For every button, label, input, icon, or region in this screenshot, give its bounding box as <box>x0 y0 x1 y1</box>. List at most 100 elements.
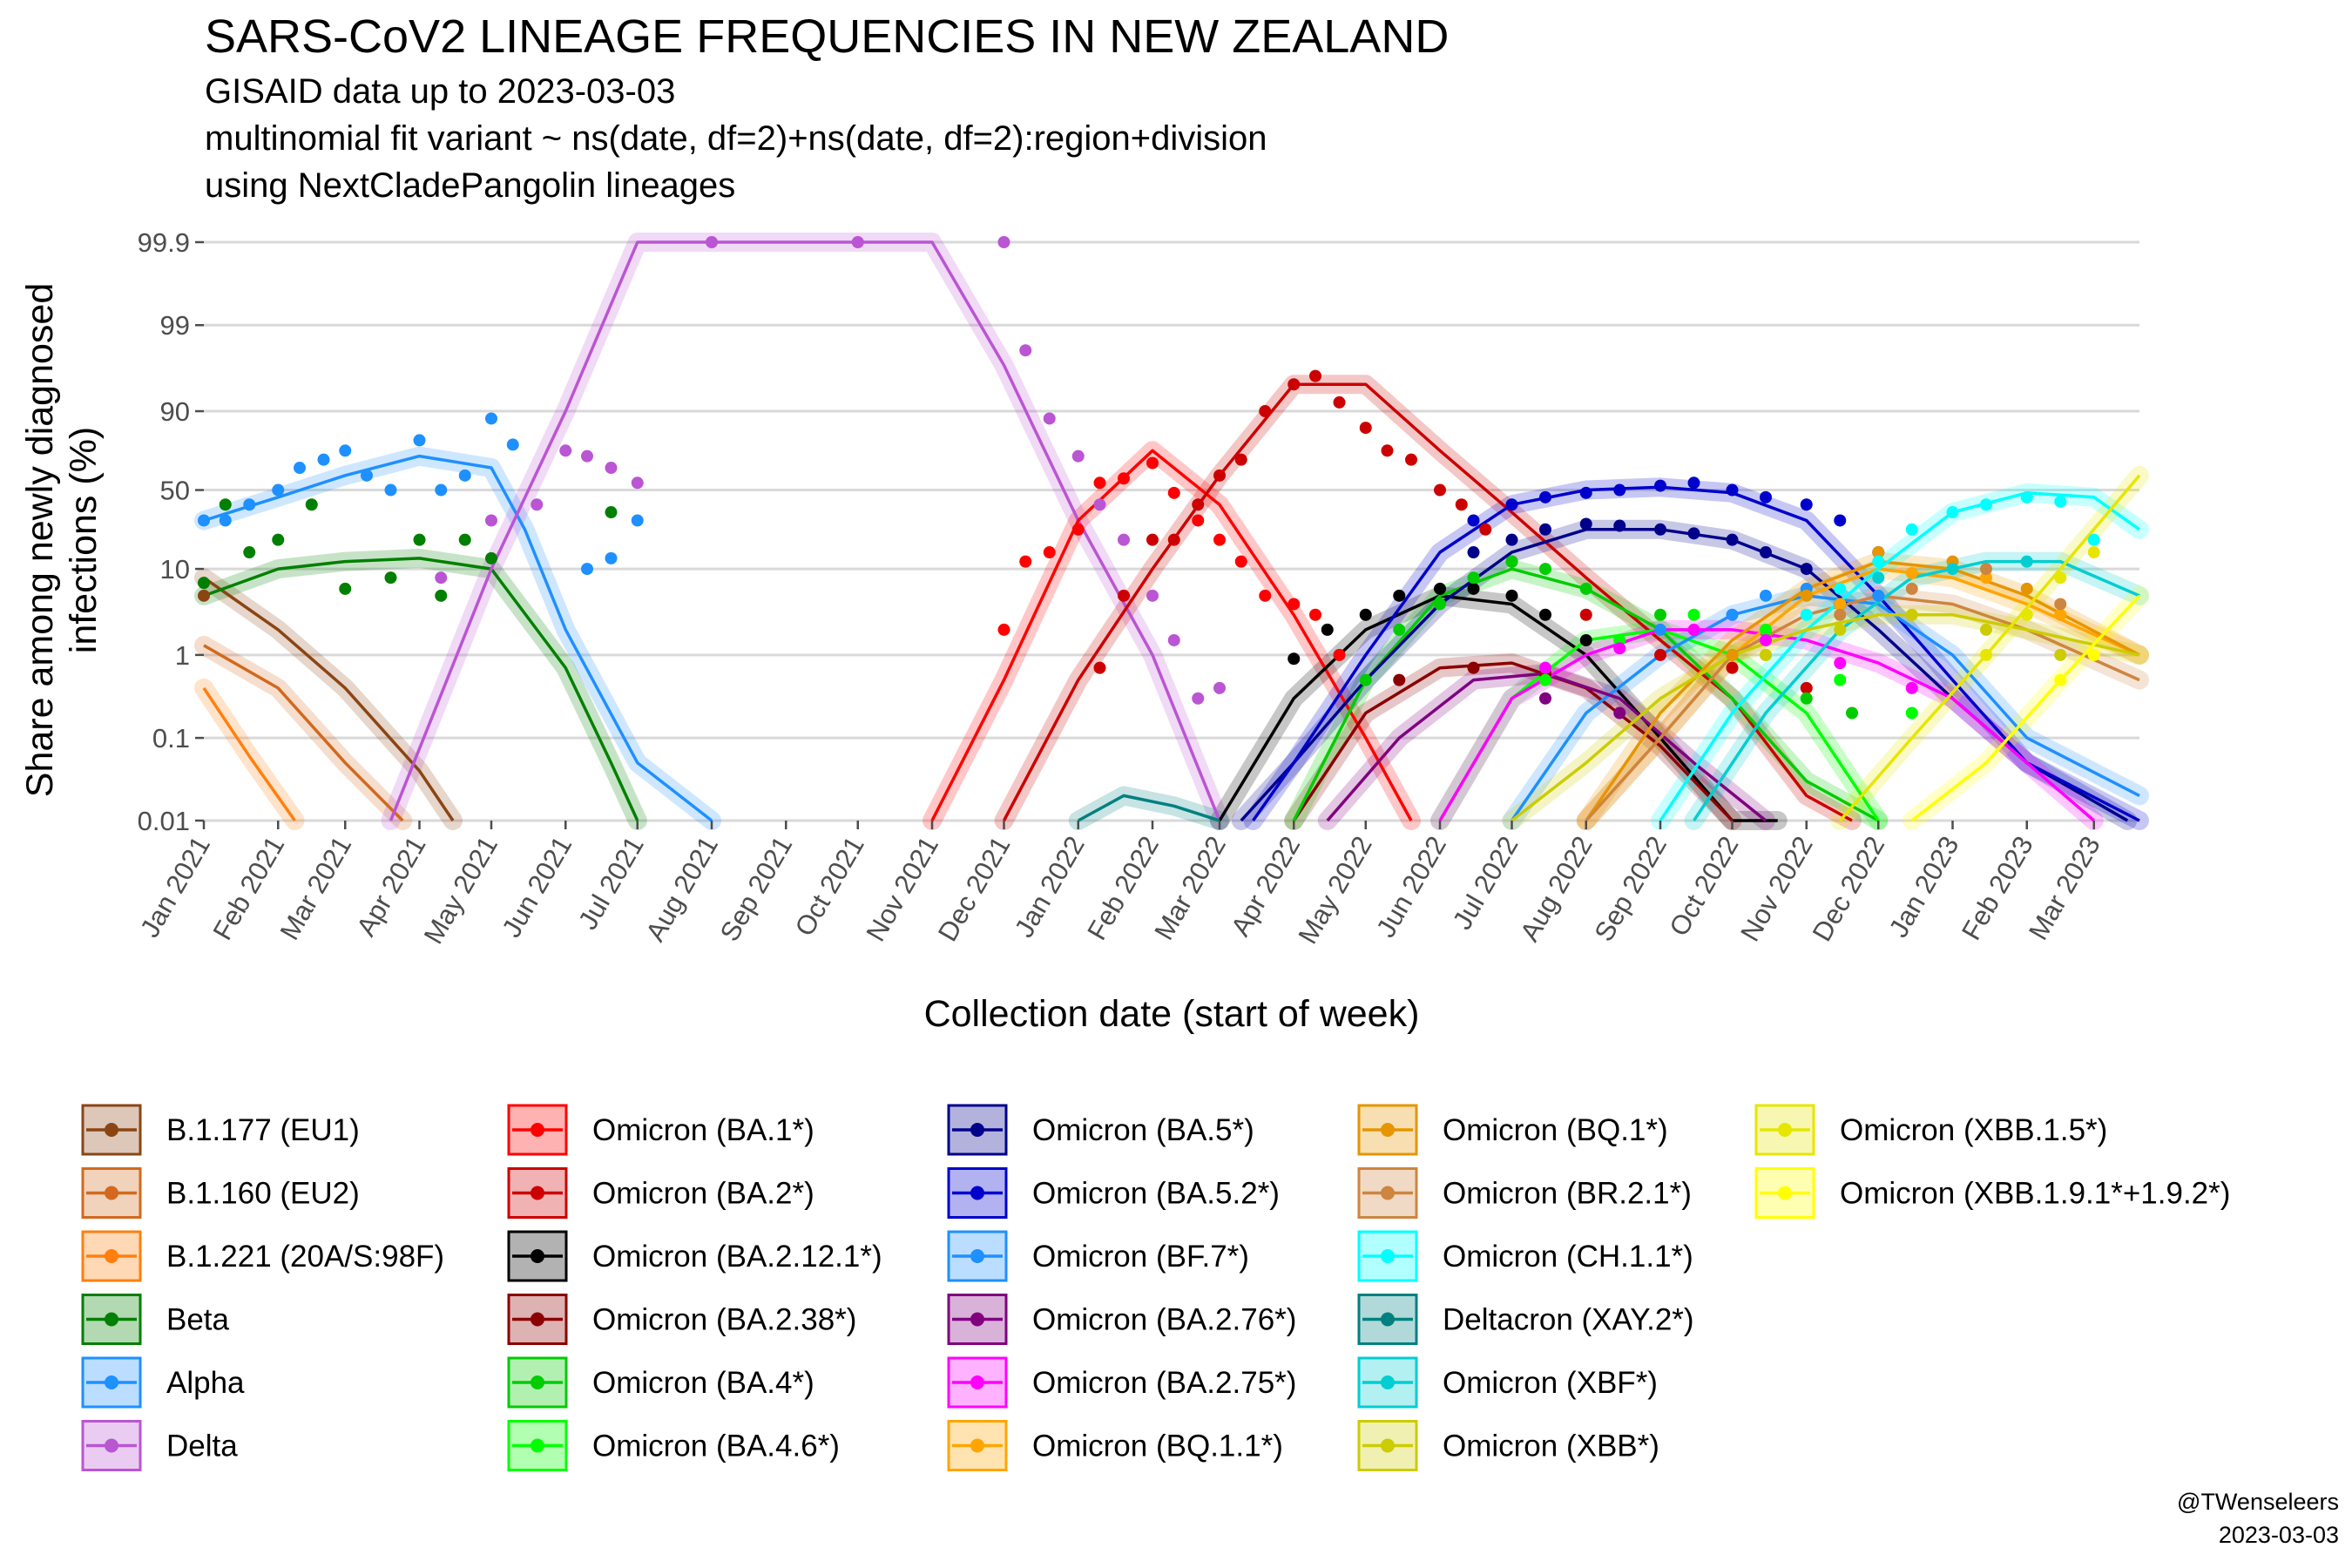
data-point <box>1288 598 1301 611</box>
legend-label: Omicron (BA.1*) <box>592 1113 814 1147</box>
x-tick-label: Jan 2023 <box>1882 831 1964 943</box>
data-point <box>1539 563 1551 576</box>
x-tick-label: May 2022 <box>1292 831 1377 949</box>
data-point <box>1613 706 1626 720</box>
x-tick-label: Jun 2021 <box>496 831 578 943</box>
data-point <box>1118 589 1130 602</box>
data-point <box>1359 673 1372 686</box>
legend-key-point <box>970 1312 984 1327</box>
data-point <box>2054 648 2067 661</box>
data-point <box>1760 633 1772 646</box>
data-point <box>1613 483 1626 497</box>
data-point <box>305 498 318 511</box>
series-line <box>1659 491 2141 821</box>
data-point <box>1019 344 1032 357</box>
data-point <box>1760 490 1772 504</box>
legend-key-point <box>1381 1186 1395 1200</box>
data-point <box>1980 563 1992 576</box>
legend-item: Omicron (BA.2*) <box>507 1167 814 1219</box>
data-point <box>1980 498 1992 511</box>
data-point <box>1800 563 1813 576</box>
x-tick-label: May 2021 <box>418 831 504 949</box>
data-point <box>198 514 210 527</box>
chart-subtitle-line-3: using NextCladePangolin lineages <box>205 166 735 205</box>
data-point <box>485 412 497 425</box>
y-tick-label: 99.9 <box>138 227 190 258</box>
data-point <box>435 571 448 585</box>
legend-label: B.1.221 (20A/S:98F) <box>166 1240 444 1274</box>
data-point <box>458 469 471 482</box>
legend-item: Omicron (BF.7*) <box>947 1230 1249 1282</box>
x-tick-label: Oct 2022 <box>1663 831 1744 941</box>
data-point <box>1726 661 1739 674</box>
data-point <box>339 444 352 457</box>
legend-label: Omicron (BA.5*) <box>1032 1113 1254 1147</box>
data-point <box>243 546 256 559</box>
legend-item: Omicron (BR.2.1*) <box>1357 1167 1692 1219</box>
data-point <box>1946 563 1959 576</box>
data-point <box>1760 648 1772 661</box>
legend-key-point <box>1778 1186 1792 1200</box>
legend-item: B.1.160 (EU2) <box>81 1167 360 1219</box>
legend-label: Omicron (XBF*) <box>1443 1366 1658 1400</box>
series-line <box>1292 661 1734 822</box>
data-point <box>1800 608 1813 621</box>
data-point <box>1393 589 1406 602</box>
legend-key-point <box>970 1249 984 1263</box>
legend-item: Beta <box>81 1294 230 1345</box>
data-point <box>1213 533 1226 546</box>
legend-label: Omicron (BA.4*) <box>592 1366 814 1400</box>
data-point <box>1905 706 1918 720</box>
data-point <box>1192 692 1205 705</box>
x-tick-label: Oct 2021 <box>789 831 870 941</box>
data-point <box>1834 582 1847 595</box>
legend-label: Omicron (XBB.1.5*) <box>1840 1113 2107 1147</box>
data-point <box>1019 555 1032 568</box>
data-point <box>1309 608 1321 621</box>
data-point <box>1467 582 1480 595</box>
series-line <box>1585 559 2140 821</box>
legend-item: Omicron (BA.2.12.1*) <box>507 1230 882 1282</box>
data-point <box>1872 589 1885 602</box>
data-point <box>1381 444 1394 457</box>
legend-label: Omicron (BQ.1.1*) <box>1032 1429 1283 1463</box>
data-point <box>1213 681 1226 694</box>
legend-key-point <box>531 1123 544 1137</box>
x-tick-label: Jul 2022 <box>1447 831 1524 935</box>
series-line <box>203 454 713 822</box>
x-tick-label: Sep 2022 <box>1588 831 1673 946</box>
legend-key-point <box>1381 1249 1395 1263</box>
data-point <box>1505 589 1518 602</box>
data-point <box>605 462 618 475</box>
legend-item: Omicron (CH.1.1*) <box>1357 1230 1693 1282</box>
data-point <box>1654 523 1666 536</box>
data-point <box>219 514 232 527</box>
y-tick-label: 0.1 <box>152 723 190 754</box>
data-point <box>2020 582 2033 595</box>
data-point <box>2020 608 2033 621</box>
data-point <box>1393 623 1406 636</box>
legend-item: Omicron (XBB*) <box>1357 1420 1659 1471</box>
legend-label: Deltacron (XAY.2*) <box>1443 1303 1694 1337</box>
x-tick-label: Aug 2022 <box>1514 831 1598 946</box>
data-point <box>706 236 718 248</box>
series-line <box>203 644 404 822</box>
data-point <box>1687 608 1700 621</box>
confidence-bands <box>194 233 2149 830</box>
data-point <box>2020 555 2033 568</box>
data-point <box>1192 514 1205 527</box>
data-point <box>1980 623 1992 636</box>
data-point <box>997 623 1010 636</box>
legend-item: Omicron (BA.2.76*) <box>947 1294 1296 1345</box>
data-point <box>997 236 1010 248</box>
data-point <box>361 469 373 482</box>
legend-item: B.1.177 (EU1) <box>81 1104 360 1156</box>
data-point <box>1905 681 1918 694</box>
data-point <box>531 498 544 511</box>
x-tick-label: Jan 2022 <box>1009 831 1091 943</box>
legend-item: Omicron (BA.2.38*) <box>507 1294 856 1345</box>
legend-key-point <box>531 1249 544 1263</box>
data-point <box>1505 555 1518 568</box>
series-line <box>389 240 1221 821</box>
legend-label: Omicron (XBB.1.9.1*+1.9.2*) <box>1840 1177 2230 1211</box>
